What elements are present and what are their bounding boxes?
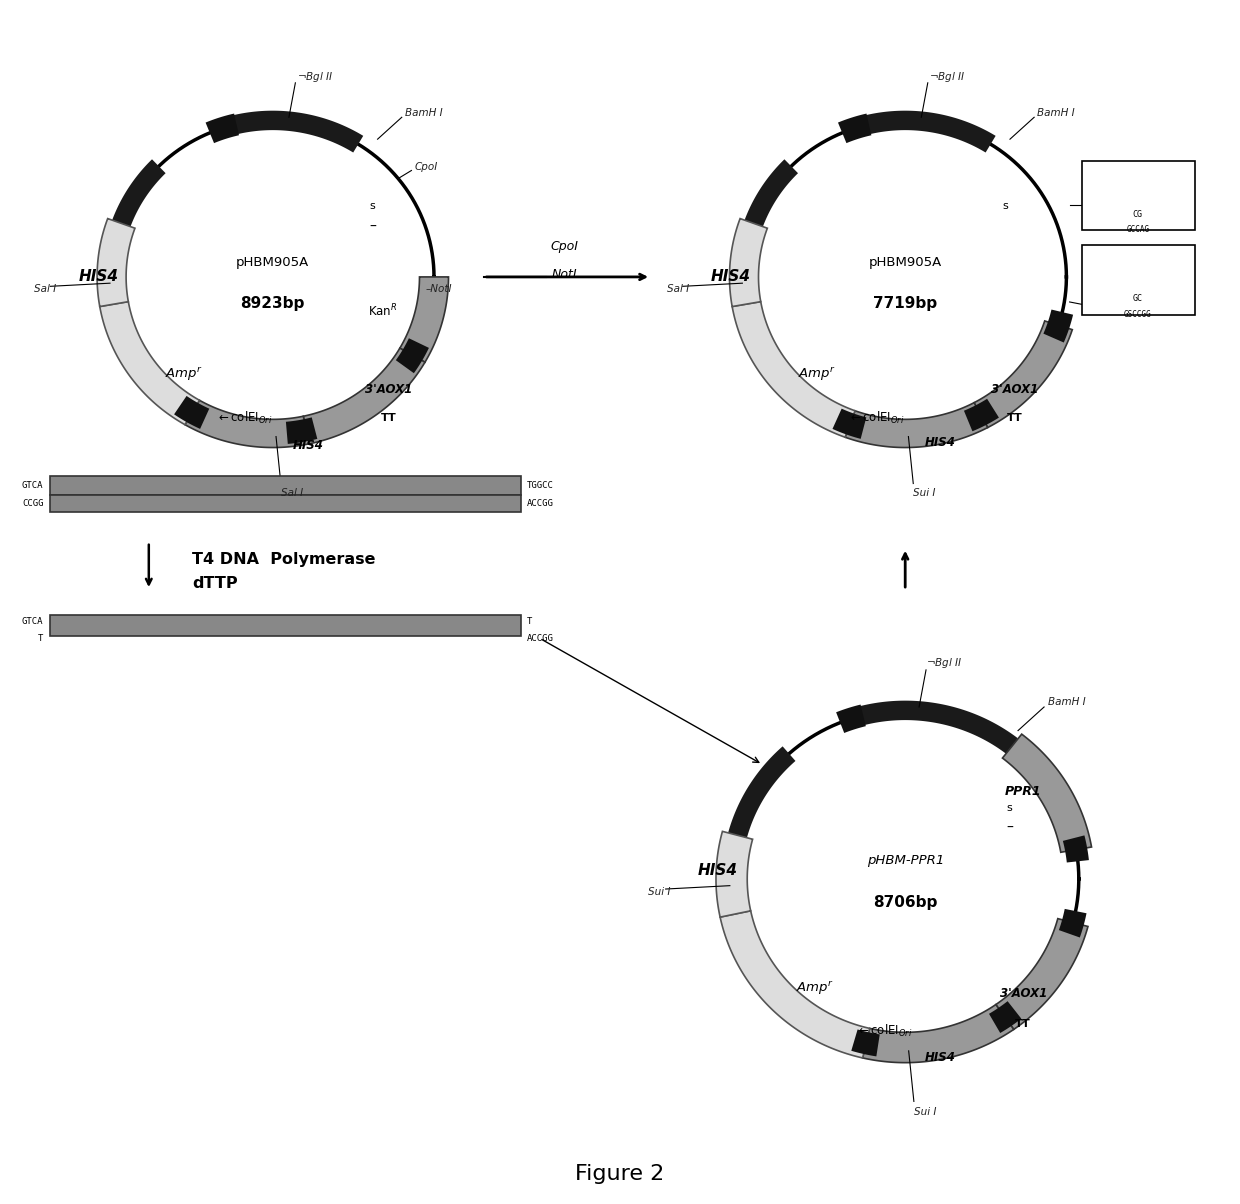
Text: HIS4: HIS4 (78, 270, 119, 284)
Text: 8706bp: 8706bp (873, 896, 937, 910)
Text: –: – (1006, 821, 1013, 836)
Text: Sal I: Sal I (280, 488, 303, 498)
Text: TGGCC: TGGCC (527, 480, 554, 490)
Text: GSCCGG: GSCCGG (1123, 309, 1152, 319)
Polygon shape (399, 277, 449, 362)
FancyBboxPatch shape (1083, 246, 1195, 315)
Text: Amp$^r$: Amp$^r$ (165, 365, 203, 383)
Text: CG: CG (1133, 209, 1143, 219)
Polygon shape (304, 348, 425, 444)
Text: pHBM-PPR1: pHBM-PPR1 (867, 855, 944, 867)
Bar (50, 615, 521, 636)
Text: dTTP: dTTP (192, 577, 238, 591)
Text: –: – (370, 220, 376, 234)
Text: Amp$^r$: Amp$^r$ (796, 980, 833, 997)
Text: TT: TT (1016, 1019, 1032, 1029)
Text: HIS4: HIS4 (711, 270, 751, 284)
Text: T: T (527, 616, 532, 626)
Text: 5'AOX1: 5'AOX1 (281, 184, 335, 197)
Polygon shape (863, 1004, 1014, 1063)
Text: CpoI: CpoI (414, 163, 438, 172)
Text: BamH I: BamH I (1048, 697, 1085, 707)
Text: Sal I: Sal I (667, 284, 688, 295)
Text: Sal I: Sal I (35, 284, 56, 295)
Text: 3'AOX1: 3'AOX1 (991, 383, 1038, 396)
Text: Kan$^R$: Kan$^R$ (368, 303, 397, 319)
Text: BamH I: BamH I (405, 107, 443, 118)
Text: s: s (1007, 803, 1012, 813)
Text: HIS4: HIS4 (925, 1051, 955, 1064)
Text: 3'AOX1: 3'AOX1 (806, 240, 859, 252)
Text: ACCGG: ACCGG (527, 498, 554, 508)
Text: 3'AOX1: 3'AOX1 (799, 838, 856, 852)
Polygon shape (846, 402, 988, 448)
Text: CpoI: CpoI (551, 241, 578, 253)
Polygon shape (97, 219, 135, 307)
Text: Sui I: Sui I (913, 488, 936, 498)
Polygon shape (715, 832, 753, 917)
Polygon shape (996, 919, 1087, 1029)
Text: T: T (38, 633, 43, 643)
Text: BamH I: BamH I (1038, 107, 1075, 118)
Text: $\leftarrow$colEI$_{Ori}$: $\leftarrow$colEI$_{Ori}$ (856, 1022, 913, 1039)
Bar (50, 476, 521, 495)
FancyBboxPatch shape (1083, 160, 1195, 230)
Text: 5'AOX1: 5'AOX1 (914, 184, 967, 197)
Text: 7719bp: 7719bp (873, 296, 937, 311)
Text: Figure 2: Figure 2 (575, 1164, 665, 1184)
Text: 8923bp: 8923bp (241, 296, 305, 311)
Text: HIS4: HIS4 (698, 863, 738, 878)
Text: HIS4: HIS4 (925, 436, 956, 449)
Polygon shape (975, 321, 1073, 427)
Text: T4 DNA  Polymerase: T4 DNA Polymerase (192, 553, 376, 567)
Text: $\neg$Bgl II: $\neg$Bgl II (926, 656, 962, 671)
Bar (50, 495, 521, 512)
Text: NotI: NotI (552, 268, 577, 281)
Text: CCGG: CCGG (22, 498, 43, 508)
Text: Sui I: Sui I (914, 1106, 936, 1116)
Text: $\leftarrow$colEI$_{Ori}$: $\leftarrow$colEI$_{Ori}$ (848, 409, 904, 426)
Text: HIS4: HIS4 (293, 439, 324, 453)
Text: PPR1: PPR1 (1004, 785, 1042, 798)
Text: 3'AOX1: 3'AOX1 (174, 240, 227, 252)
Text: s: s (370, 201, 376, 212)
Polygon shape (185, 400, 309, 448)
Text: Sui I: Sui I (649, 887, 671, 897)
Text: $\neg$Bgl II: $\neg$Bgl II (296, 70, 334, 83)
Text: TT: TT (381, 413, 397, 423)
Text: GTCA: GTCA (22, 480, 43, 490)
Text: pHBM905A: pHBM905A (236, 256, 310, 268)
Text: TT: TT (1007, 413, 1023, 423)
Text: s: s (1002, 201, 1008, 212)
Text: Amp$^r$: Amp$^r$ (797, 365, 836, 383)
Polygon shape (729, 219, 768, 307)
Text: ACCGG: ACCGG (527, 633, 554, 643)
Polygon shape (732, 302, 856, 437)
Text: pHBM905A: pHBM905A (868, 256, 942, 268)
Text: 3'AOX1: 3'AOX1 (366, 383, 413, 396)
Polygon shape (99, 302, 200, 425)
Text: 3'AOX1: 3'AOX1 (999, 987, 1047, 1001)
Polygon shape (720, 910, 869, 1058)
Polygon shape (1002, 734, 1091, 852)
Text: $\leftarrow$colEI$_{Ori}$: $\leftarrow$colEI$_{Ori}$ (216, 409, 272, 426)
Text: –NotI: –NotI (427, 284, 453, 295)
Text: GTCA: GTCA (22, 616, 43, 626)
Text: 5'AOX1: 5'AOX1 (909, 784, 965, 798)
Text: $\neg$Bgl II: $\neg$Bgl II (930, 70, 966, 83)
Text: GCCAG: GCCAG (1126, 225, 1149, 235)
Text: GC: GC (1133, 294, 1143, 303)
